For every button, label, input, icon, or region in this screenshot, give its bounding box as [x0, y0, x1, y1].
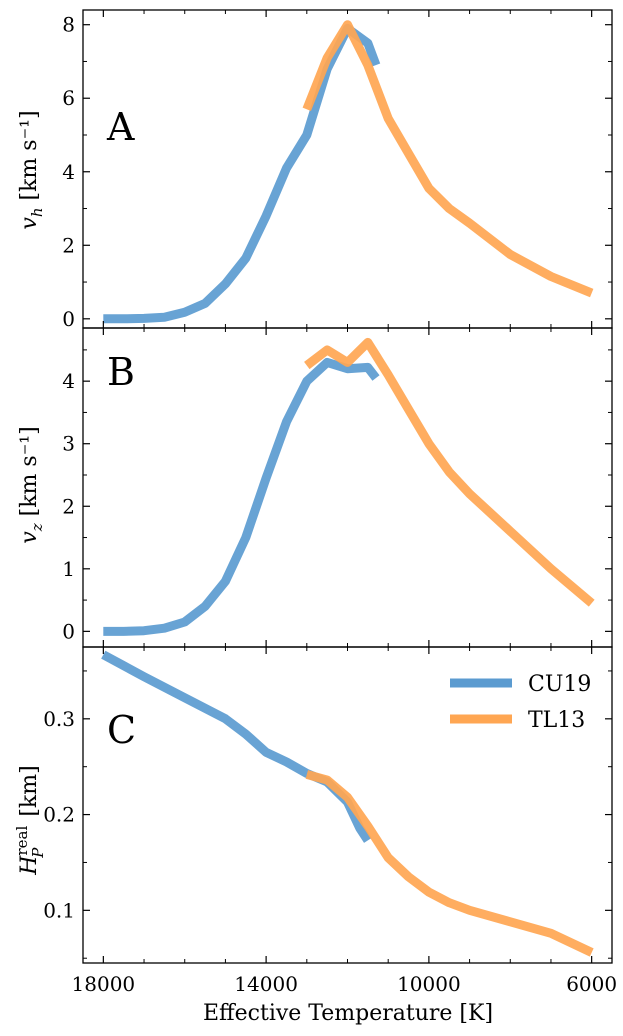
y-tick-label: 6: [62, 86, 75, 110]
series-line-tl13: [302, 20, 594, 298]
series-line-tl13: [305, 770, 594, 957]
series-line-cu19: [101, 650, 372, 843]
panel-letter: B: [107, 350, 135, 394]
y-axis-label: vh [km s⁻¹]: [17, 110, 46, 229]
panel-a: 0 2 4 6 8 Avh [km s⁻¹]: [17, 9, 613, 331]
y-axis-label: HrealP [km]: [13, 765, 47, 875]
y-tick-label: 0: [62, 307, 75, 331]
y-tick-label: 4: [62, 369, 75, 393]
series-line-cu19: [103, 23, 381, 324]
y-tick-label: 8: [62, 13, 75, 37]
panel-b: 0 1 2 3 4 Bvz [km s⁻¹]: [17, 327, 613, 648]
y-axis-label: vz [km s⁻¹]: [17, 426, 46, 543]
y-tick-label: 0: [62, 619, 75, 643]
y-tick-label: 2: [62, 494, 75, 518]
panel-letter: A: [106, 105, 135, 149]
panel-letter: C: [107, 708, 136, 752]
x-tick-label: 6000: [566, 972, 617, 996]
legend: CU19 TL13: [450, 672, 591, 733]
y-tick-label: 1: [62, 557, 75, 581]
y-tick-label: 2: [62, 233, 75, 257]
axes-frame: [82, 327, 613, 648]
x-tick-label: 10000: [397, 972, 461, 996]
x-tick-label: 18000: [72, 972, 136, 996]
legend-label-tl13: TL13: [528, 708, 585, 733]
y-tick-label: 3: [62, 432, 75, 456]
x-tick-label: 14000: [234, 972, 298, 996]
y-tick-label: 4: [62, 160, 75, 184]
y-tick-label: 0.1: [43, 898, 75, 922]
series-line-cu19: [103, 357, 380, 636]
panels: 0 2 4 6 8 Avh [km s⁻¹] 0 1 2 3 4 Bvz [km s⁻¹] 0.1 0.2…: [13, 9, 617, 996]
axes-frame: [82, 9, 613, 329]
y-tick-label: 0.3: [43, 707, 75, 731]
panel-c: 0.1 0.2 0.3 18000 14000 10000 6000 C HrealP [km]…: [13, 646, 617, 996]
legend-label-cu19: CU19: [528, 672, 591, 697]
y-tick-label: 0.2: [43, 803, 75, 827]
series-line-tl13: [304, 337, 595, 607]
x-axis-label: Effective Temperature [K]: [203, 1001, 493, 1026]
